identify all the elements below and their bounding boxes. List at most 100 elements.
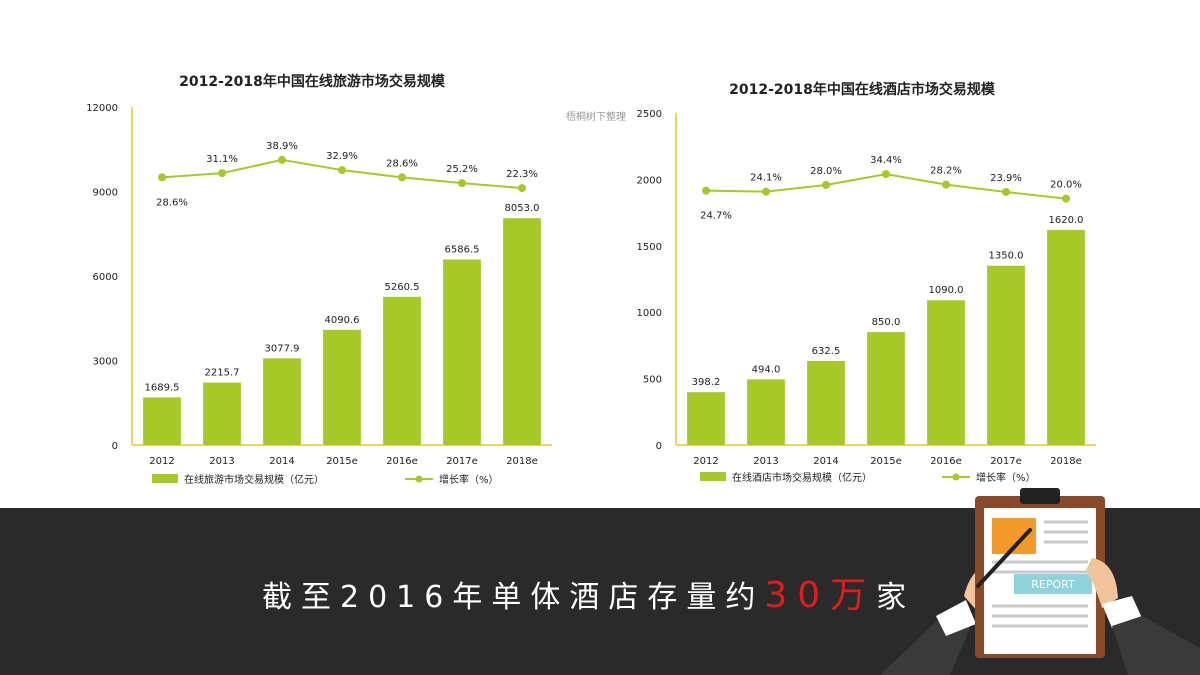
legend-line-label: 增长率（%） [439, 473, 499, 486]
growth-value-label: 25.2% [446, 164, 478, 175]
banner-headline: 截至2016年单体酒店存量约30万家 [262, 566, 915, 618]
bar [1047, 229, 1085, 445]
growth-value-label: 28.6% [386, 158, 418, 169]
bar [323, 329, 361, 445]
pen-shape [976, 528, 1032, 588]
bar-value-label: 6586.5 [445, 244, 480, 255]
bar [383, 296, 421, 445]
report-label: REPORT [1031, 578, 1075, 591]
growth-value-label: 34.4% [870, 155, 902, 166]
x-tick-label: 2016e [930, 456, 962, 467]
legend-line-marker [952, 473, 960, 481]
bar-value-label: 2215.7 [205, 368, 240, 379]
growth-value-label: 32.9% [326, 151, 358, 162]
growth-point [762, 187, 770, 196]
legend-bar-label: 在线旅游市场交易规模（亿元） [184, 473, 324, 486]
online-hotel-chart: 2012-2018年中国在线酒店市场交易规模 0 500 1000 1500 2000 25… [637, 81, 1096, 484]
growth-point [518, 184, 526, 193]
bar [203, 382, 241, 445]
bar-value-label: 1090.0 [929, 285, 964, 296]
bar [263, 358, 301, 445]
growth-value-label: 24.7% [700, 211, 732, 222]
legend-line-label: 增长率（%） [976, 471, 1036, 484]
bar-value-label: 494.0 [752, 364, 781, 375]
y-tick-label: 1000 [637, 308, 662, 319]
growth-point [1002, 187, 1010, 196]
legend-bar-label: 在线酒店市场交易规模（亿元） [732, 471, 872, 484]
growth-value-label: 20.0% [1050, 180, 1082, 191]
clipboard-clip [1020, 488, 1060, 504]
watermark-text: 梧桐树下整理 [566, 112, 626, 123]
bar-value-label: 1689.5 [145, 382, 180, 393]
bar-value-label: 1350.0 [989, 251, 1024, 262]
report-clipboard-illustration: REPORT [880, 488, 1200, 675]
bar [143, 397, 181, 445]
x-tick-label: 2017e [990, 456, 1022, 467]
growth-point [338, 166, 346, 175]
banner-prefix: 截至2016年单体酒店存量约 [262, 580, 765, 615]
x-tick-label: 2018e [506, 456, 538, 467]
y-tick-label: 2000 [637, 175, 662, 186]
growth-value-label: 28.0% [810, 166, 842, 177]
bar [867, 332, 905, 445]
growth-point [218, 169, 226, 178]
growth-value-label: 38.9% [266, 141, 298, 152]
bar-value-label: 5260.5 [385, 282, 420, 293]
x-tick-label: 2013 [209, 456, 234, 467]
bar-value-label: 850.0 [872, 317, 901, 328]
growth-value-label: 23.9% [990, 173, 1022, 184]
y-tick-label: 12000 [86, 103, 118, 114]
y-tick-label: 3000 [93, 357, 118, 368]
x-tick-label: 2016e [386, 456, 418, 467]
banner-suffix: 家 [876, 580, 916, 615]
x-tick-label: 2012 [149, 456, 174, 467]
bar-value-label: 398.2 [692, 377, 721, 388]
y-tick-label: 500 [643, 375, 662, 386]
x-tick-label: 2015e [326, 456, 358, 467]
bar [503, 218, 541, 445]
growth-point [702, 186, 710, 195]
growth-point [158, 173, 166, 182]
x-tick-label: 2018e [1050, 456, 1082, 467]
bar [807, 361, 845, 445]
growth-value-label: 22.3% [506, 169, 538, 180]
growth-value-label: 31.1% [206, 154, 238, 165]
online-travel-chart: 2012-2018年中国在线旅游市场交易规模 0 3000 6000 9000 12000… [86, 73, 552, 486]
growth-point [278, 155, 286, 164]
bar-value-label: 4090.6 [325, 315, 360, 326]
growth-point [942, 180, 950, 189]
y-tick-label: 9000 [93, 188, 118, 199]
growth-value-label: 24.1% [750, 173, 782, 184]
x-tick-label: 2014 [813, 456, 838, 467]
growth-point [882, 170, 890, 179]
x-tick-label: 2015e [870, 456, 902, 467]
bar [987, 265, 1025, 445]
bar [687, 392, 725, 445]
x-tick-label: 2012 [693, 456, 718, 467]
chart-title: 2012-2018年中国在线酒店市场交易规模 [729, 81, 996, 98]
report-banner-rect [1014, 574, 1092, 594]
legend-bar-swatch [152, 474, 178, 483]
chart-title: 2012-2018年中国在线旅游市场交易规模 [179, 73, 446, 90]
x-tick-label: 2013 [753, 456, 778, 467]
growth-point [458, 179, 466, 188]
y-tick-label: 1500 [637, 242, 662, 253]
y-tick-label: 0 [112, 441, 118, 452]
bar-value-label: 8053.0 [505, 203, 540, 214]
growth-value-label: 28.6% [156, 197, 188, 208]
bar [747, 379, 785, 445]
right-hand-shape [1086, 558, 1118, 608]
bar [443, 259, 481, 445]
growth-point [1062, 194, 1070, 203]
bar-value-label: 632.5 [812, 346, 841, 357]
growth-value-label: 28.2% [930, 166, 962, 177]
growth-point [398, 173, 406, 182]
y-tick-label: 6000 [93, 272, 118, 283]
bar-value-label: 3077.9 [265, 343, 300, 354]
growth-point [822, 181, 830, 189]
right-sleeve-shape [1112, 616, 1200, 675]
left-cuff-shape [936, 600, 976, 636]
y-tick-label: 0 [656, 441, 662, 452]
x-tick-label: 2017e [446, 456, 478, 467]
bar-value-label: 1620.0 [1049, 215, 1084, 226]
